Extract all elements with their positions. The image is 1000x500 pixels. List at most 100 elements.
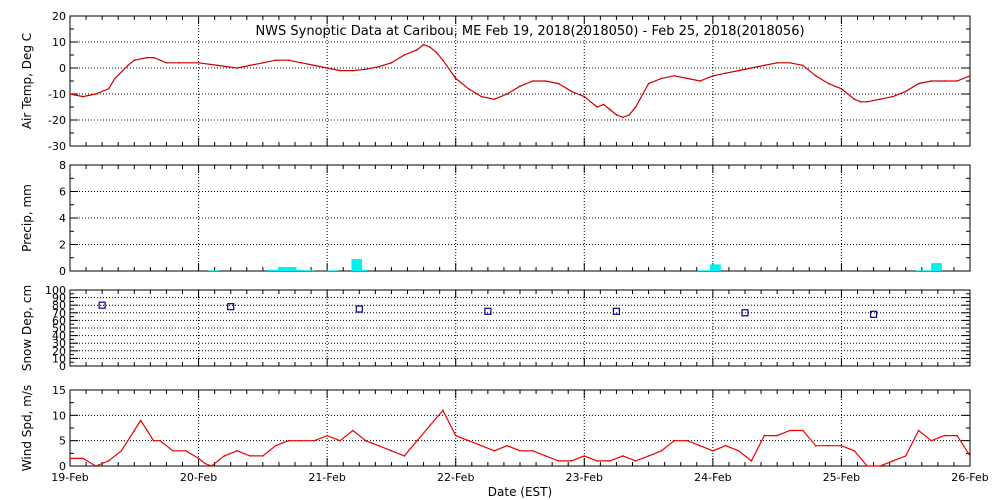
air-temp-data-point [647,82,650,85]
air-temp-data-point [904,90,907,93]
wind-speed-data-point [390,450,393,452]
wind-speed-data-point [493,450,496,452]
air-temp-data-point [589,101,592,103]
wind-speed-data-point [210,465,213,467]
wind-speed-data-point [249,455,251,457]
wind-speed-ytick-label: 10 [52,409,66,422]
air-temp-data-point [152,56,155,59]
air-temp-data-point [943,80,946,82]
wind-speed-data-point [724,444,727,447]
air-temp-data-point [262,62,264,64]
air-temp-data-point [416,49,418,51]
air-temp-data-point [859,101,862,103]
wind-speed-data-point [313,439,316,442]
air-temp-data-point [686,77,688,80]
wind-speed-data-point [532,450,534,452]
air-temp-data-point [480,95,483,98]
wind-speed-data-point [750,460,753,462]
precip-bar [915,270,927,271]
wind-speed-data-point [634,460,637,462]
wind-speed-data-point [82,457,84,460]
air-temp-data-point [724,72,727,74]
wind-speed-ytick-label: 5 [59,435,66,448]
wind-speed-data-point [930,439,933,442]
air-temp-series-line [69,43,971,119]
wind-speed-data-point [326,434,328,437]
precip-ytick-label: 2 [59,239,66,252]
snow-depth-marker [484,307,492,315]
wind-speed-data-point [712,450,714,452]
air-temp-data-point [377,65,380,68]
x-tick-label: 19-Feb [51,471,88,484]
air-temp-data-point [622,116,624,119]
x-tick-label: 21-Feb [308,471,345,484]
snow-depth-ytick-label: 70 [52,307,66,320]
snow-depth-ytick-label: 20 [52,345,66,358]
precip-bar [697,270,708,271]
wind-speed-data-point [814,444,817,447]
air-temp-data-point [403,54,406,56]
wind-speed-data-point [94,465,97,467]
wind-speed-data-point [596,460,598,462]
wind-speed-data-point [519,450,521,452]
wind-speed-data-point [274,444,277,447]
wind-speed-data-point [699,444,701,447]
wind-speed-data-point [236,450,238,452]
precip-ytick-label: 8 [59,159,66,172]
wind-speed-data-point [660,450,663,452]
air-temp-data-point [776,62,778,64]
air-temp-data-point [178,62,181,64]
precip-panel: 0 2 4 6 8 Precip, mm [20,159,971,278]
wind-speed-data-point [429,424,431,427]
precip-bar [303,270,315,271]
air-temp-data-point [750,67,753,69]
air-temp-data-point [429,46,431,48]
air-temp-data-point [789,62,791,64]
air-temp-data-point [583,95,586,98]
air-temp-data-point [114,77,116,80]
wind-speed-data-point [146,429,148,432]
wind-speed-data-point [917,429,920,432]
wind-speed-data-point [763,434,766,437]
snow-depth-ytick-label: 100 [45,284,66,297]
air-temp-data-point [660,77,663,80]
wind-speed-data-point [107,460,110,462]
snow-depth-marker [98,301,106,309]
air-temp-data-point [274,59,277,61]
x-tick-label: 22-Feb [437,471,474,484]
wind-speed-frame [69,389,971,467]
air-temp-data-point [763,64,766,67]
wind-speed-data-point [827,444,830,447]
air-temp-data-point [634,106,637,108]
wind-speed-y-axis-label: Wind Spd, m/s [20,385,34,471]
x-axis-label: Date (EST) [488,485,552,499]
snow-depth-ytick-label: 40 [52,330,66,343]
x-tick-label: 24-Feb [694,471,731,484]
wind-speed-data-point [120,450,123,452]
snow-depth-ytick-label: 50 [52,322,66,335]
precip-bar [931,263,942,271]
wind-speed-data-point [139,419,142,422]
air-temp-data-point [493,98,496,100]
wind-speed-data-point [403,455,406,457]
air-temp-data-point [737,69,740,72]
snow-depth-marker [355,305,363,313]
wind-speed-data-point [943,434,946,437]
air-temp-ytick-label: 20 [52,10,66,23]
x-tick-label: 25-Feb [823,471,860,484]
air-temp-data-point [712,75,714,77]
wind-speed-data-point [262,455,264,457]
wind-speed-data-point [352,429,354,432]
wind-speed-data-point [892,460,894,462]
air-temp-data-point [326,67,328,69]
precip-bar [267,269,279,271]
wind-speed-data-point [223,455,226,457]
precip-bar [278,267,289,271]
air-temp-data-point [892,95,894,98]
wind-speed-data-point [969,455,971,457]
wind-speed-data-point [467,439,470,442]
wind-speed-data-point [789,429,791,432]
wind-speed-data-point [956,434,958,437]
